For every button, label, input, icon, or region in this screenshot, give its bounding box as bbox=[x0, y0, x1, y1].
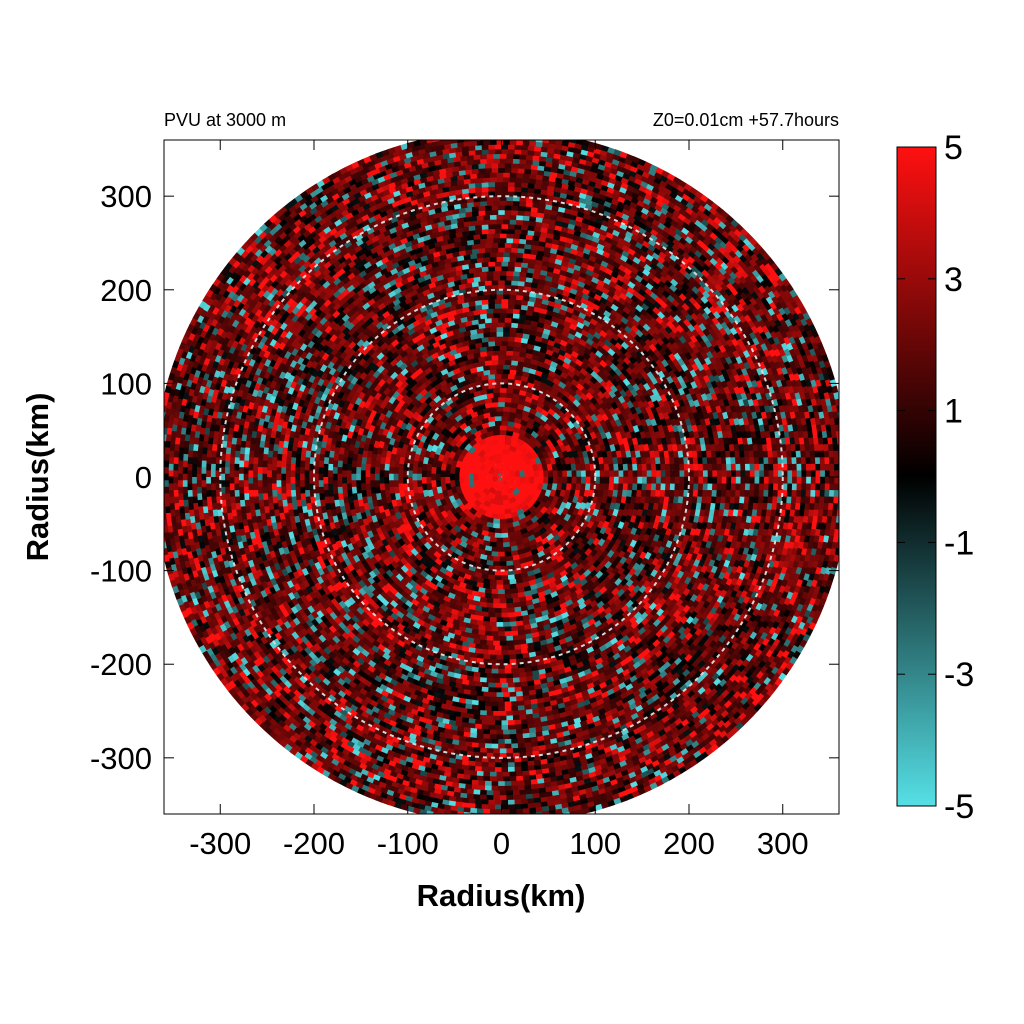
y-tick-label: -300 bbox=[90, 741, 152, 776]
colorbar-tick-label: 3 bbox=[944, 261, 963, 299]
colorbar bbox=[896, 146, 937, 807]
colorbar-tick-label: -3 bbox=[944, 656, 974, 694]
title-right: Z0=0.01cm +57.7hours bbox=[653, 110, 839, 130]
colorbar-tick-label: 5 bbox=[944, 129, 963, 167]
y-tick-label: -200 bbox=[90, 647, 152, 682]
y-tick-label: -100 bbox=[90, 554, 152, 589]
y-tick-label: 300 bbox=[100, 179, 152, 214]
x-tick-label: 300 bbox=[757, 826, 809, 861]
y-tick-label: 0 bbox=[135, 460, 152, 495]
y-tick-label: 100 bbox=[100, 366, 152, 401]
colorbar-ticks: 5 3 1 -1 -3 -5 bbox=[897, 129, 974, 826]
x-tick-label: -100 bbox=[377, 826, 439, 861]
x-tick-label: 100 bbox=[569, 826, 621, 861]
x-tick-label: -200 bbox=[283, 826, 345, 861]
heatmap-field bbox=[164, 140, 839, 814]
reference-circle bbox=[219, 195, 784, 759]
y-axis: 300 200 100 0 -100 -200 -300 bbox=[90, 179, 839, 776]
x-tick-label: 200 bbox=[663, 826, 715, 861]
colorbar-tick-label: -1 bbox=[944, 524, 974, 562]
reference-circle bbox=[313, 288, 690, 666]
title-left: PVU at 3000 m bbox=[164, 110, 286, 130]
reference-circles bbox=[219, 195, 784, 759]
x-axis: -300 -200 -100 0 100 200 300 bbox=[189, 140, 809, 861]
y-axis-title: Radius(km) bbox=[20, 393, 55, 562]
colorbar-tick-label: -5 bbox=[944, 788, 974, 826]
x-tick-label: -300 bbox=[189, 826, 251, 861]
x-tick-label: 0 bbox=[493, 826, 510, 861]
reference-circle bbox=[406, 382, 597, 572]
y-tick-label: 200 bbox=[100, 273, 152, 308]
x-axis-title: Radius(km) bbox=[417, 878, 586, 913]
colorbar-tick-label: 1 bbox=[944, 393, 963, 431]
